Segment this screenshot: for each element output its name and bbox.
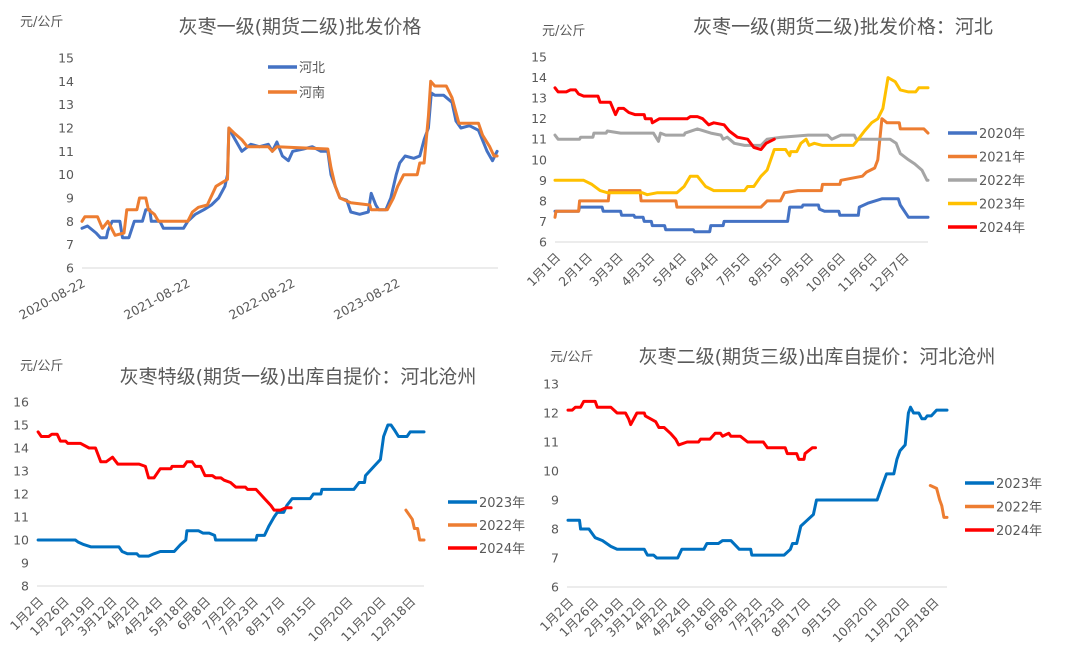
chart-2-title: 灰枣一级(期货二级)批发价格：河北 — [693, 16, 993, 38]
y-tick-label: 11 — [13, 510, 29, 525]
x-tick-label: 2月1日 — [556, 250, 596, 290]
series-line-2020年 — [553, 197, 930, 234]
x-tick-label: 5月4日 — [650, 250, 690, 290]
legend-label: 2024年 — [979, 221, 1025, 236]
x-tick-label: 6月4日 — [682, 250, 722, 290]
y-tick-label: 8 — [66, 214, 74, 229]
series-line-2024年 — [36, 430, 293, 512]
legend-label: 2022年 — [479, 519, 525, 534]
x-tick-label: 4月3日 — [618, 250, 658, 290]
y-tick-label: 13 — [13, 464, 29, 479]
x-tick-label: 2021-08-22 — [121, 275, 192, 322]
series-line-河南 — [80, 79, 499, 237]
x-tick-label: 2022-08-22 — [226, 275, 297, 322]
chart-3-y-unit: 元/公斤 — [20, 359, 63, 374]
chart-1-title: 灰枣一级(期货二级)批发价格 — [179, 16, 422, 38]
x-tick-label: 8月5日 — [745, 250, 785, 290]
series-line-河北 — [80, 91, 499, 240]
series-line-2024年 — [553, 86, 776, 151]
y-tick-label: 6 — [66, 261, 74, 276]
series-line-2022年 — [928, 484, 949, 519]
y-tick-label: 15 — [58, 51, 74, 66]
legend-label: 2020年 — [979, 127, 1025, 142]
chart-3: 元/公斤 灰枣特级(期货一级)出库自提价：河北沧州 8 9 10 11 12 13 14 15… — [7, 359, 525, 644]
legend-label: 河北 — [299, 61, 325, 76]
y-tick-label: 11 — [531, 132, 547, 147]
y-tick-label: 14 — [531, 70, 547, 85]
y-tick-label: 11 — [58, 144, 74, 159]
y-tick-label: 10 — [531, 152, 547, 167]
y-tick-label: 13 — [531, 91, 547, 106]
y-tick-label: 14 — [58, 74, 74, 89]
legend-label: 2022年 — [996, 501, 1042, 516]
chart-2: 元/公斤 灰枣一级(期货二级)批发价格：河北 6 7 8 9 10 11 12 13 14 15 1… — [524, 16, 1025, 295]
y-tick-label: 6 — [551, 580, 559, 595]
legend-label: 2022年 — [979, 174, 1025, 189]
legend-label: 2024年 — [996, 524, 1042, 539]
y-tick-label: 12 — [58, 121, 74, 136]
y-tick-label: 13 — [58, 97, 74, 112]
x-tick-label: 3月3日 — [586, 250, 626, 290]
y-tick-label: 9 — [551, 493, 559, 508]
series-line-2024年 — [566, 399, 817, 461]
x-tick-label: 2023-08-22 — [331, 275, 402, 322]
y-tick-label: 7 — [551, 551, 559, 566]
y-tick-label: 12 — [531, 111, 547, 126]
legend-label: 2023年 — [979, 198, 1025, 213]
y-tick-label: 16 — [13, 395, 29, 410]
legend-label: 2023年 — [996, 477, 1042, 492]
y-tick-label: 10 — [13, 533, 29, 548]
chart-4-y-unit: 元/公斤 — [550, 350, 593, 365]
y-tick-label: 15 — [531, 50, 547, 65]
legend-label: 河南 — [299, 85, 325, 101]
y-tick-label: 13 — [543, 377, 559, 392]
chart-4: 元/公斤 灰枣二级(期货三级)出库自提价：河北沧州 6789101112131月… — [537, 346, 1042, 645]
y-tick-label: 9 — [21, 556, 29, 571]
y-tick-label: 8 — [21, 579, 29, 594]
chart-2-y-unit: 元/公斤 — [542, 24, 585, 39]
y-tick-label: 9 — [66, 191, 74, 206]
series-line-2022年 — [404, 508, 426, 542]
y-tick-label: 6 — [539, 235, 547, 250]
chart-1: 元/公斤 灰枣一级(期货二级)批发价格 6 7 8 9 10 11 12 13 14 15 2020… — [16, 15, 499, 322]
x-tick-label: 7月5日 — [713, 250, 753, 290]
y-tick-label: 12 — [543, 406, 559, 421]
series-line-2023年 — [36, 423, 426, 558]
y-tick-label: 8 — [551, 522, 559, 537]
chart-1-y-unit: 元/公斤 — [20, 15, 63, 30]
y-tick-label: 7 — [539, 214, 547, 229]
series-line-2022年 — [553, 127, 930, 182]
chart-4-title: 灰枣二级(期货三级)出库自提价：河北沧州 — [639, 346, 996, 368]
legend-label: 2024年 — [479, 542, 525, 557]
y-tick-label: 9 — [539, 173, 547, 188]
y-tick-label: 14 — [13, 441, 29, 456]
x-tick-label: 1月1日 — [524, 250, 564, 290]
y-tick-label: 12 — [13, 487, 29, 502]
y-tick-label: 15 — [13, 418, 29, 433]
y-tick-label: 7 — [66, 237, 74, 252]
legend-label: 2023年 — [479, 496, 525, 511]
chart-3-title: 灰枣特级(期货一级)出库自提价：河北沧州 — [120, 366, 477, 388]
y-tick-label: 10 — [543, 464, 559, 479]
series-line-2023年 — [553, 76, 930, 197]
y-tick-label: 10 — [58, 167, 74, 182]
y-tick-label: 11 — [543, 435, 559, 450]
x-tick-label: 2020-08-22 — [16, 275, 87, 322]
legend-label: 2021年 — [979, 151, 1025, 166]
series-line-2023年 — [566, 405, 949, 560]
y-tick-label: 8 — [539, 193, 547, 208]
